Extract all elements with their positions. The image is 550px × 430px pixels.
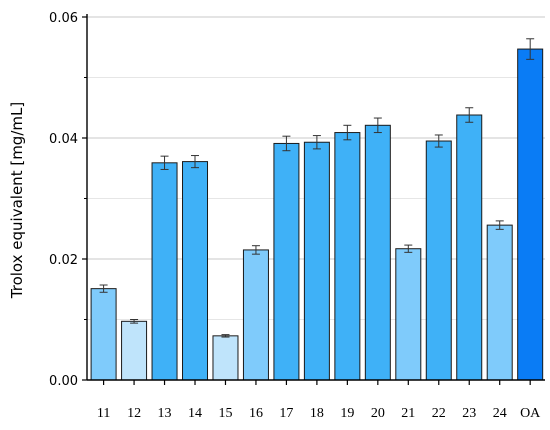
bar-22 [425,140,452,381]
x-tick-label-OA: OA [520,406,541,421]
x-tick-label-20: 20 [371,406,385,421]
x-tick-label-19: 19 [340,406,354,421]
y-tick-label: 0.02 [49,253,78,268]
x-tick-label-13: 13 [158,406,172,421]
x-tick-label-16: 16 [249,406,263,421]
bar-13 [151,162,178,381]
bar-16 [242,249,269,381]
bar-15 [212,335,239,381]
x-tick-label-18: 18 [310,406,324,421]
x-tick-label-21: 21 [401,406,415,421]
bar-18 [303,141,330,381]
bars-group [90,48,544,381]
x-tick-label-23: 23 [462,406,476,421]
bar-OA [517,48,544,381]
x-tick-label-24: 24 [493,406,507,421]
y-tick-label: 0.04 [49,132,78,147]
bar-19 [334,132,361,381]
x-ticks-group: 11 12 13 14 15 16 17 18 19 20 21 22 23 24 OA [97,380,541,421]
x-tick-label-15: 15 [218,406,232,421]
y-ticks-group: 0.00 0.02 0.04 0.06 [49,11,87,389]
x-tick-label-12: 12 [127,406,141,421]
y-tick-label: 0.00 [49,374,78,389]
bar-23 [456,114,483,381]
error-bars-group [99,38,535,338]
x-tick-label-22: 22 [432,406,446,421]
x-tick-label-11: 11 [97,406,110,421]
bar-24 [486,224,513,381]
x-tick-label-17: 17 [279,406,293,421]
bar-11 [90,288,117,381]
bar-20 [364,124,391,381]
y-tick-label: 0.06 [49,11,78,26]
bar-21 [395,248,422,381]
bar-17 [273,142,300,381]
bar-14 [182,161,209,381]
y-axis-label: Trolox equivalent [mg/mL] [8,102,26,299]
bar-12 [121,320,148,381]
x-tick-label-14: 14 [188,406,202,421]
